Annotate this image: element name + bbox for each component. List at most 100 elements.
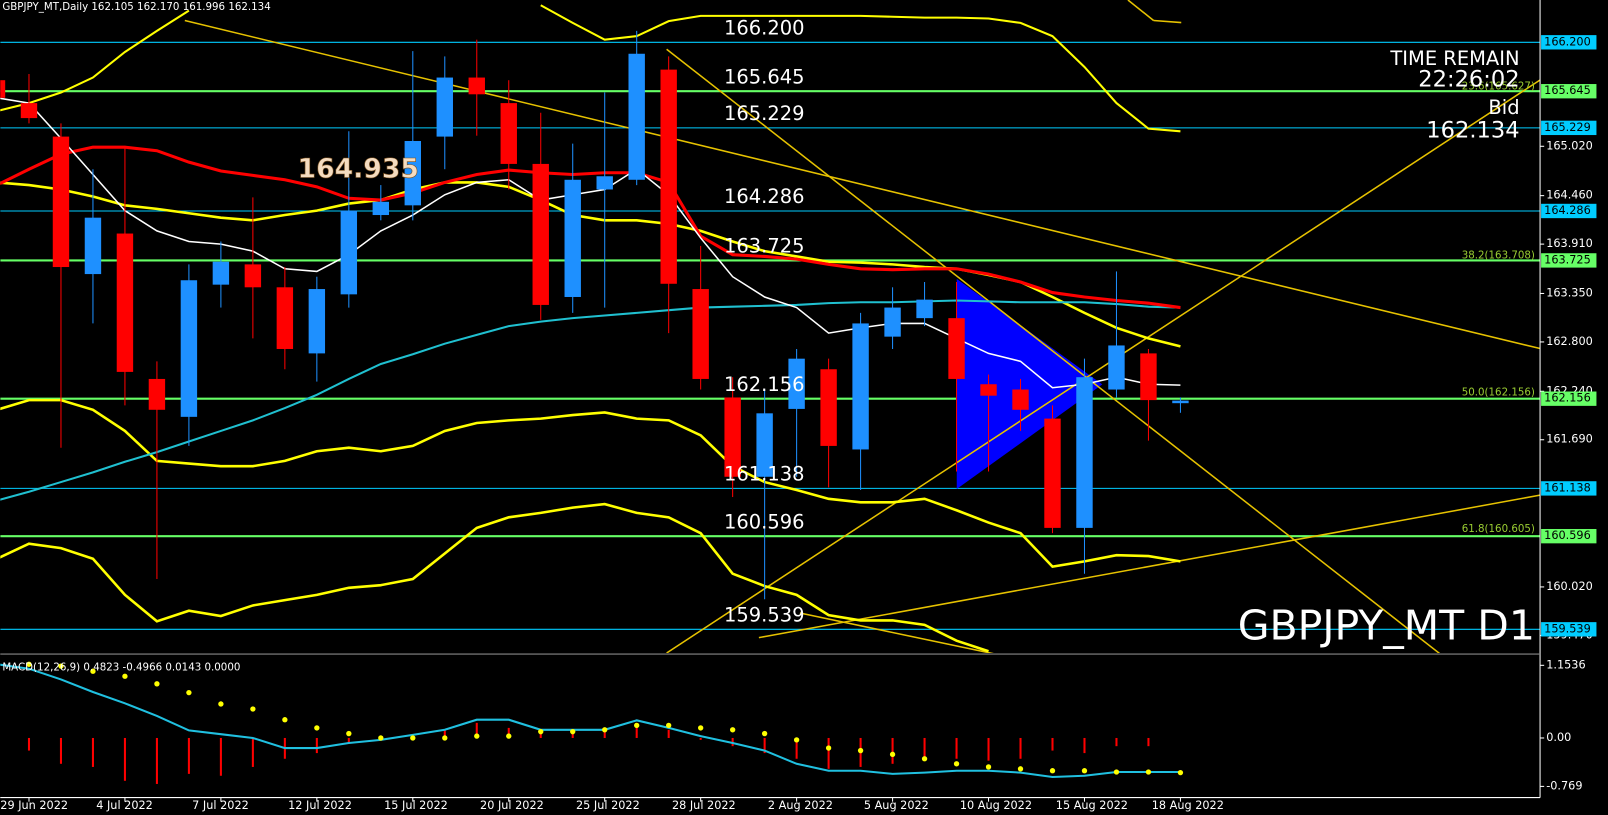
x-tick-label: 29 Jun 2022 (0, 799, 68, 812)
candle-body (660, 69, 677, 284)
trend-line (184, 19, 1541, 350)
macd-bar (1083, 737, 1086, 754)
level-tag-label: 164.286 (1544, 204, 1591, 217)
macd-dot (666, 722, 672, 729)
macd-bar (763, 737, 766, 754)
macd-bar (571, 733, 574, 738)
candle-body (20, 103, 38, 119)
levels (0, 41, 1541, 630)
indicator-line (0, 9, 190, 112)
y-tick-label: 1.1536 (1546, 658, 1585, 671)
time-remain-label: TIME REMAIN (1389, 47, 1519, 70)
time-remain: 22:26:02 (1418, 66, 1519, 92)
candle-body (788, 358, 805, 409)
indicator-line (0, 97, 1181, 389)
candle-body (404, 141, 422, 206)
x-tick-label: 25 Jul 2022 (576, 799, 640, 812)
x-tick-label: 28 Jul 2022 (672, 799, 736, 812)
macd-dot (122, 673, 128, 679)
candle-body (916, 299, 933, 319)
candle-body (308, 289, 326, 354)
trend-line (758, 494, 1541, 639)
x-tick-label: 20 Jul 2022 (480, 799, 544, 812)
macd-dot (825, 745, 832, 751)
candle-body (436, 77, 453, 137)
level-tag (1541, 203, 1597, 219)
candle-body (1140, 353, 1157, 401)
level-tag (1541, 528, 1597, 544)
fib-label: 61.8(160.605) (1462, 523, 1535, 535)
macd-dot (729, 727, 736, 733)
candle-body (1108, 345, 1125, 390)
macd-dot (1049, 768, 1056, 774)
candle-body (884, 307, 901, 337)
bid-label: Bid (1488, 96, 1519, 119)
y-tick-label: 165.020 (1546, 139, 1593, 152)
macd-bar (59, 737, 62, 764)
trend-line (1153, 19, 1182, 24)
macd-dot (186, 689, 192, 696)
macd-dot (538, 729, 544, 735)
trend-line (1127, 0, 1155, 22)
macd-dot (410, 735, 416, 741)
macd-dot (857, 747, 864, 754)
macd-bar (219, 737, 222, 776)
y-tick-label: 161.690 (1546, 433, 1593, 446)
x-tick-label: 10 Aug 2022 (960, 799, 1032, 812)
macd-dot (1177, 769, 1184, 776)
macd-bar (507, 727, 510, 738)
trend-line (799, 612, 995, 654)
macd-bar (155, 737, 158, 784)
macd-dot (218, 701, 224, 707)
level-tag (1541, 120, 1597, 136)
macd-dot (570, 729, 576, 735)
level-label: 161.138 (724, 463, 805, 486)
macd-dot (154, 681, 160, 687)
macd-bar (923, 737, 926, 759)
macd-dot (474, 733, 480, 739)
level-tag-label: 159.539 (1544, 622, 1591, 635)
candle-body (1012, 389, 1029, 410)
y-tick-label: 160.020 (1546, 580, 1593, 593)
x-tick-label: 18 Aug 2022 (1152, 799, 1224, 812)
level-label: 165.229 (724, 102, 805, 125)
y-tick-label: 163.350 (1546, 286, 1593, 299)
candle-body (372, 201, 390, 216)
candle-body (212, 261, 230, 285)
level-tag (1541, 84, 1597, 99)
y-tick-label: -0.769 (1546, 779, 1582, 792)
main-panel: 166.200 165.645 165.229 164.286 163.725 162.1… (0, 0, 1541, 654)
level-tag-label: 161.138 (1544, 481, 1591, 494)
candle-body (756, 413, 773, 477)
y-tick-label: 0.00 (1546, 731, 1571, 744)
indicator-line (0, 299, 1181, 501)
macd-bar (1019, 737, 1022, 759)
macd-dot (1017, 766, 1024, 772)
macd-title: MACD(12,26,9) 0.4823 -0.4966 0.0143 0.00… (2, 661, 240, 673)
macd-bar (827, 737, 830, 769)
macd-bar (987, 737, 990, 761)
candle-body (468, 77, 485, 95)
fib-label: 23.6(165.627) (1462, 81, 1535, 93)
candle-body (532, 163, 549, 305)
indicator-lines (0, 4, 1181, 653)
level-tag-label: 165.229 (1544, 121, 1591, 134)
macd-dot (346, 730, 352, 737)
level-tag (1541, 253, 1597, 268)
triangle-drawing (956, 278, 1103, 489)
candles (0, 30, 1189, 600)
x-tick-label: 12 Jul 2022 (288, 799, 352, 812)
candle-body (1172, 400, 1189, 404)
macd-bar (795, 737, 798, 759)
macd-bar (1051, 737, 1054, 751)
macd-dot (282, 717, 288, 723)
macd-bar (635, 725, 638, 738)
candle-body (1076, 377, 1093, 528)
indicator-line (0, 145, 1181, 310)
candle-body (0, 80, 6, 98)
fib-label: 38.2(163.708) (1462, 250, 1535, 262)
macd-dot (985, 764, 992, 770)
candle-body (948, 318, 965, 379)
candle-body (564, 179, 581, 297)
